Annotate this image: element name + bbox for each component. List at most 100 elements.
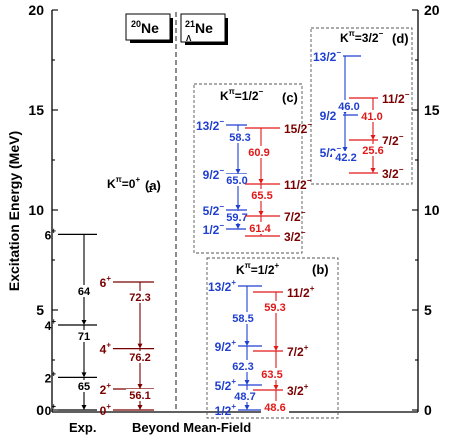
spin-label-bmf-ne20-0: 0+ (100, 402, 112, 418)
column-bmf-ne20: 0+2+4+6+56.176.272.3 (100, 274, 154, 418)
b-e2-label-bg-c-blue-2 (226, 131, 254, 143)
b-e2-label-bg-bmf-ne20-1 (126, 351, 154, 363)
spin-label-c-red-2: 11/2− (284, 176, 312, 192)
column-d-blue: 5/2−9/2−13/2−42.246.0 (313, 48, 363, 164)
spin-label-exp-2-value: 4 (45, 319, 52, 333)
b-e2-value-c-blue-2: 58.3 (229, 132, 250, 144)
b-e2-label-bg-c-red-2 (245, 146, 273, 158)
spin-label-c-red-1-value: 7/2 (284, 210, 301, 224)
panel-b-kpi: Kπ=1/2+ (236, 261, 280, 277)
arrow-head-d-blue-0 (342, 147, 348, 152)
panel-box-d (310, 27, 413, 185)
arrow-head-bmf-ne20-0 (137, 405, 143, 410)
x-label-bmf: Beyond Mean-Field (132, 420, 251, 435)
spin-label-d-red-0-value: 3/2 (382, 167, 399, 181)
spin-label-b-blue-2: 9/2+ (215, 338, 237, 354)
b-e2-label-bg-b-red-2 (261, 301, 289, 313)
spin-label-bmf-ne20-3: 6+ (100, 274, 112, 290)
spin-label-exp-3-value: 6 (45, 228, 52, 242)
arrow-head-c-red-1 (258, 211, 264, 216)
spin-label-exp-1-value: 2 (45, 371, 52, 385)
b-e2-value-bmf-ne20-1: 76.2 (129, 352, 150, 364)
spin-label-d-blue-2: 13/2− (313, 48, 341, 64)
spin-label-exp-0: 0+ (45, 402, 57, 418)
b-e2-value-d-red-0: 25.6 (362, 145, 383, 157)
arrow-head-c-blue-1 (235, 205, 241, 210)
b-e2-label-bg-exp-1 (77, 330, 91, 342)
b-e2-value-b-blue-0: 48.7 (234, 391, 255, 403)
b-e2-value-d-blue-0: 42.2 (335, 152, 356, 164)
b-e2-label-bg-c-blue-0 (223, 211, 251, 223)
b-e2-value-d-red-1: 41.0 (361, 111, 382, 123)
arrow-head-b-blue-2 (244, 341, 250, 346)
element-symbol-ne21: Ne (195, 20, 213, 36)
spin-label-bmf-ne20-2-value: 4 (100, 343, 107, 357)
panel-d-k: K (340, 31, 349, 45)
nucleus-box-shadow-ne21 (225, 18, 228, 45)
spin-label-b-blue-1: 5/2+ (215, 377, 237, 393)
b-e2-value-b-red-2: 59.3 (264, 302, 285, 314)
spin-label-exp-0-parity: + (51, 402, 56, 411)
panel-c-kpi: Kπ=1/2− (220, 87, 264, 103)
spin-label-c-red-1: 7/2− (284, 208, 306, 224)
column-b-blue: 1/2+5/2+9/2+13/2+48.762.358.5 (208, 278, 262, 418)
spin-label-c-blue-2-parity: − (219, 166, 224, 175)
spin-label-c-blue-1-value: 5/2 (203, 204, 220, 218)
spin-label-exp-3: 6+ (45, 226, 57, 242)
panel-a-kpi: Kπ=0+ (107, 175, 140, 191)
arrow-head-c-red-2 (258, 179, 264, 184)
tick-label-left-0: 0 (36, 402, 44, 418)
spin-label-b-blue-1-parity: + (231, 377, 236, 386)
b-e2-value-b-red-1: 63.5 (261, 369, 282, 381)
panel-c-pi: π (229, 87, 235, 96)
spin-label-b-blue-0-parity: + (231, 402, 236, 411)
spin-label-b-blue-1-value: 5/2 (215, 379, 232, 393)
spin-label-b-red-1: 7/2+ (287, 343, 309, 359)
panel-c-k: K (220, 89, 229, 103)
arrow-head-b-blue-1 (244, 380, 250, 385)
b-e2-value-bmf-ne20-0: 56.1 (129, 390, 150, 402)
spin-label-exp-1: 2+ (45, 369, 57, 385)
tick-label-left-10: 10 (28, 202, 44, 218)
spin-label-c-blue-0-value: 1/2 (203, 223, 220, 237)
mass-number-ne21: 21 (185, 19, 195, 29)
b-e2-label-bg-bmf-ne20-0 (126, 389, 154, 401)
b-e2-value-d-blue-1: 46.0 (338, 101, 359, 113)
spin-label-exp-0-value: 0 (45, 404, 52, 418)
spin-label-c-blue-1-parity: − (219, 202, 224, 211)
b-e2-value-c-blue-1: 65.0 (226, 175, 247, 187)
spin-label-d-red-2-value: 11/2 (382, 92, 405, 106)
spin-label-bmf-ne20-3-value: 6 (100, 276, 107, 290)
arrow-head-exp-1 (81, 372, 87, 378)
arrow-head-bmf-ne20-1 (137, 384, 143, 389)
spin-label-c-blue-0: 1/2− (203, 221, 225, 237)
b-e2-value-exp-1: 71 (78, 331, 90, 343)
b-e2-label-bg-bmf-ne20-2 (126, 291, 154, 303)
panel-c-eq: =1/2 (235, 89, 259, 103)
panel-b-k: K (236, 263, 245, 277)
column-d-red: 3/2−7/2−11/2−25.641.0 (349, 90, 410, 181)
b-e2-value-c-red-2: 60.9 (248, 147, 269, 159)
b-e2-label-bg-exp-0 (77, 380, 91, 392)
panel-a-sup: + (135, 175, 140, 184)
panel-a-pi: π (116, 175, 122, 184)
spin-label-b-red-0: 3/2+ (287, 382, 309, 398)
spin-label-bmf-ne20-2-parity: + (106, 341, 111, 350)
nucleus-label-ne21: 21Ne (185, 19, 213, 36)
column-c-red: 3/2−7/2−11/2−15/2−61.465.560.9 (245, 120, 312, 244)
spin-label-d-blue-1-value: 9/2 (320, 109, 337, 123)
tick-label-right-5: 5 (424, 302, 432, 318)
spin-label-d-red-2: 11/2− (382, 90, 410, 106)
nucleus-header-ne21: 21Ne Λ (180, 13, 228, 45)
panel-d-tag: (d) (392, 31, 409, 46)
b-e2-label-bg-c-blue-1 (223, 174, 251, 186)
b-e2-label-bg-d-red-0 (359, 144, 387, 156)
panel-c-sup: − (259, 87, 264, 96)
element-symbol-ne20: Ne (141, 20, 159, 36)
nucleus-box-shadow-bottom-ne20 (130, 40, 173, 43)
lambda-subscript: Λ (186, 34, 192, 43)
